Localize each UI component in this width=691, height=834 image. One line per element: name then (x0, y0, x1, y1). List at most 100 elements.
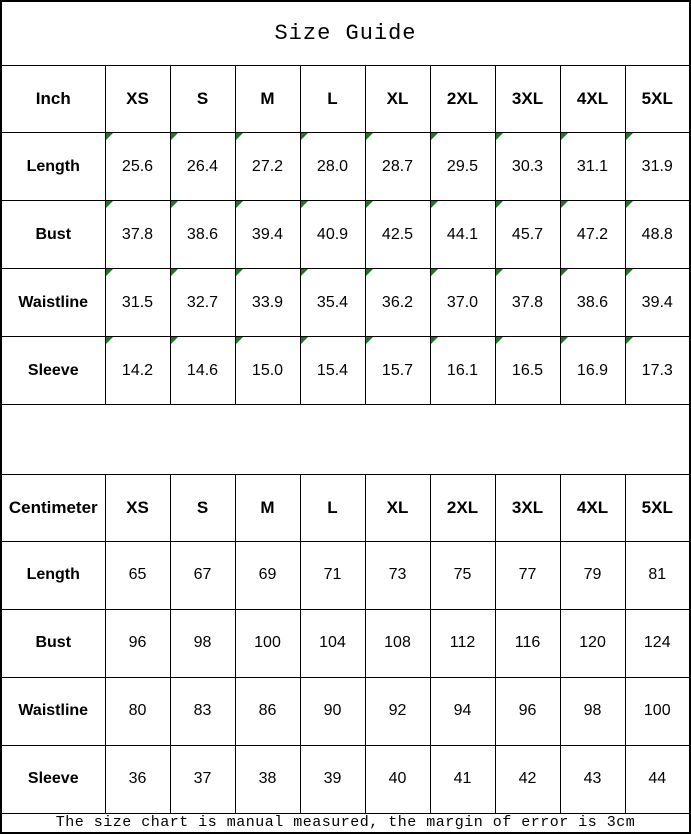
measurement-label: Bust (0, 200, 106, 270)
corner-marker-icon (431, 269, 438, 277)
measurement-value-label: 90 (323, 702, 342, 720)
measurement-value-label: 92 (388, 702, 407, 720)
title-row: Size Guide (0, 0, 691, 67)
size-header-label: 3XL (511, 89, 544, 109)
measurement-value-label: 27.2 (251, 157, 284, 175)
size-header: S (169, 474, 236, 542)
measurement-value-label: 69 (258, 566, 277, 584)
measurement-value-label: 37 (193, 770, 212, 788)
measurement-value: 112 (429, 608, 496, 678)
measurement-value-label: 104 (319, 634, 346, 652)
corner-marker-icon (496, 133, 503, 141)
size-header-label: S (196, 498, 209, 518)
measurement-value: 104 (299, 608, 366, 678)
corner-marker-icon (236, 269, 243, 277)
centimeter-row-bust: Bust 96 98 100 104 108 112 116 120 124 (0, 608, 691, 678)
corner-marker-icon (301, 201, 308, 209)
size-header: 3XL (494, 65, 561, 134)
corner-marker-icon (301, 133, 308, 141)
measurement-value: 96 (104, 608, 171, 678)
measurement-value-label: 77 (518, 566, 537, 584)
measurement-value-label: 30.3 (511, 157, 544, 175)
size-header-label: 4XL (576, 498, 609, 518)
measurement-value-label: 17.3 (641, 361, 673, 379)
size-header-label: XS (126, 498, 149, 518)
measurement-value: 40 (364, 744, 431, 814)
measurement-value: 45.7 (494, 200, 561, 270)
measurement-value: 32.7 (169, 268, 236, 338)
size-header: 4XL (559, 65, 626, 134)
footer-section: The size chart is manual measured, the m… (0, 812, 691, 834)
corner-marker-icon (106, 337, 113, 345)
measurement-value: 31.5 (104, 268, 171, 338)
size-header: 3XL (494, 474, 561, 542)
measurement-value: 90 (299, 676, 366, 746)
measurement-value: 14.2 (104, 336, 171, 405)
measurement-value: 36.2 (364, 268, 431, 338)
measurement-value: 120 (559, 608, 626, 678)
measurement-value: 39.4 (234, 200, 301, 270)
centimeter-row-sleeve: Sleeve 36 37 38 39 40 41 42 43 44 (0, 744, 691, 814)
corner-marker-icon (626, 269, 633, 277)
measurement-value: 43 (559, 744, 626, 814)
measurement-value-label: 39.4 (641, 293, 673, 311)
measurement-value-label: 32.7 (186, 293, 219, 311)
measurement-value: 37.8 (104, 200, 171, 270)
measurement-value: 40.9 (299, 200, 366, 270)
measurement-value: 116 (494, 608, 561, 678)
measurement-value: 65 (104, 540, 171, 610)
measurement-value-label: 33.9 (251, 293, 284, 311)
measurement-value: 30.3 (494, 132, 561, 202)
centimeter-unit-header: Centimeter (0, 474, 106, 542)
inch-unit-header-label: Inch (35, 89, 71, 109)
size-header: 5XL (624, 65, 691, 134)
corner-marker-icon (431, 337, 438, 345)
measurement-value-label: 100 (643, 702, 671, 720)
measurement-value-label: 71 (323, 566, 342, 584)
measurement-value-label: 37.8 (511, 293, 544, 311)
measurement-value: 124 (624, 608, 691, 678)
measurement-value-label: 47.2 (576, 225, 609, 243)
measurement-value-label: 26.4 (186, 157, 219, 175)
measurement-value: 31.1 (559, 132, 626, 202)
corner-marker-icon (106, 201, 113, 209)
measurement-value-label: 25.6 (121, 157, 154, 175)
corner-marker-icon (301, 269, 308, 277)
measurement-value-label: 67 (193, 566, 212, 584)
corner-marker-icon (366, 133, 373, 141)
size-header-label: XS (126, 89, 149, 109)
measurement-value: 36 (104, 744, 171, 814)
measurement-value-label: 98 (583, 702, 602, 720)
measurement-value: 39.4 (624, 268, 691, 338)
measurement-value: 15.7 (364, 336, 431, 405)
measurement-value: 26.4 (169, 132, 236, 202)
measurement-value-label: 39 (323, 770, 342, 788)
measurement-label: Waistline (0, 676, 106, 746)
measurement-value-label: 31.1 (576, 157, 609, 175)
measurement-label-label: Waistline (18, 293, 89, 311)
size-header-label: S (196, 89, 209, 109)
measurement-value-label: 37.8 (121, 225, 154, 243)
corner-marker-icon (626, 337, 633, 345)
measurement-value: 41 (429, 744, 496, 814)
measurement-value: 96 (494, 676, 561, 746)
measurement-value-label: 14.6 (186, 361, 219, 379)
measurement-value: 44.1 (429, 200, 496, 270)
measurement-value-label: 79 (583, 566, 602, 584)
measurement-value-label: 48.8 (641, 225, 673, 243)
measurement-value-label: 94 (453, 702, 472, 720)
size-header-label: XL (386, 89, 409, 109)
size-header-label: 5XL (641, 498, 673, 518)
size-header-label: L (327, 498, 338, 518)
measurement-value: 42.5 (364, 200, 431, 270)
size-header: M (234, 474, 301, 542)
measurement-value-label: 39.4 (251, 225, 284, 243)
measurement-value-label: 44.1 (446, 225, 479, 243)
measurement-value-label: 96 (128, 634, 147, 652)
measurement-value: 80 (104, 676, 171, 746)
corner-marker-icon (106, 133, 113, 141)
measurement-value-label: 108 (384, 634, 411, 652)
size-header-label: M (260, 89, 275, 109)
corner-marker-icon (366, 269, 373, 277)
